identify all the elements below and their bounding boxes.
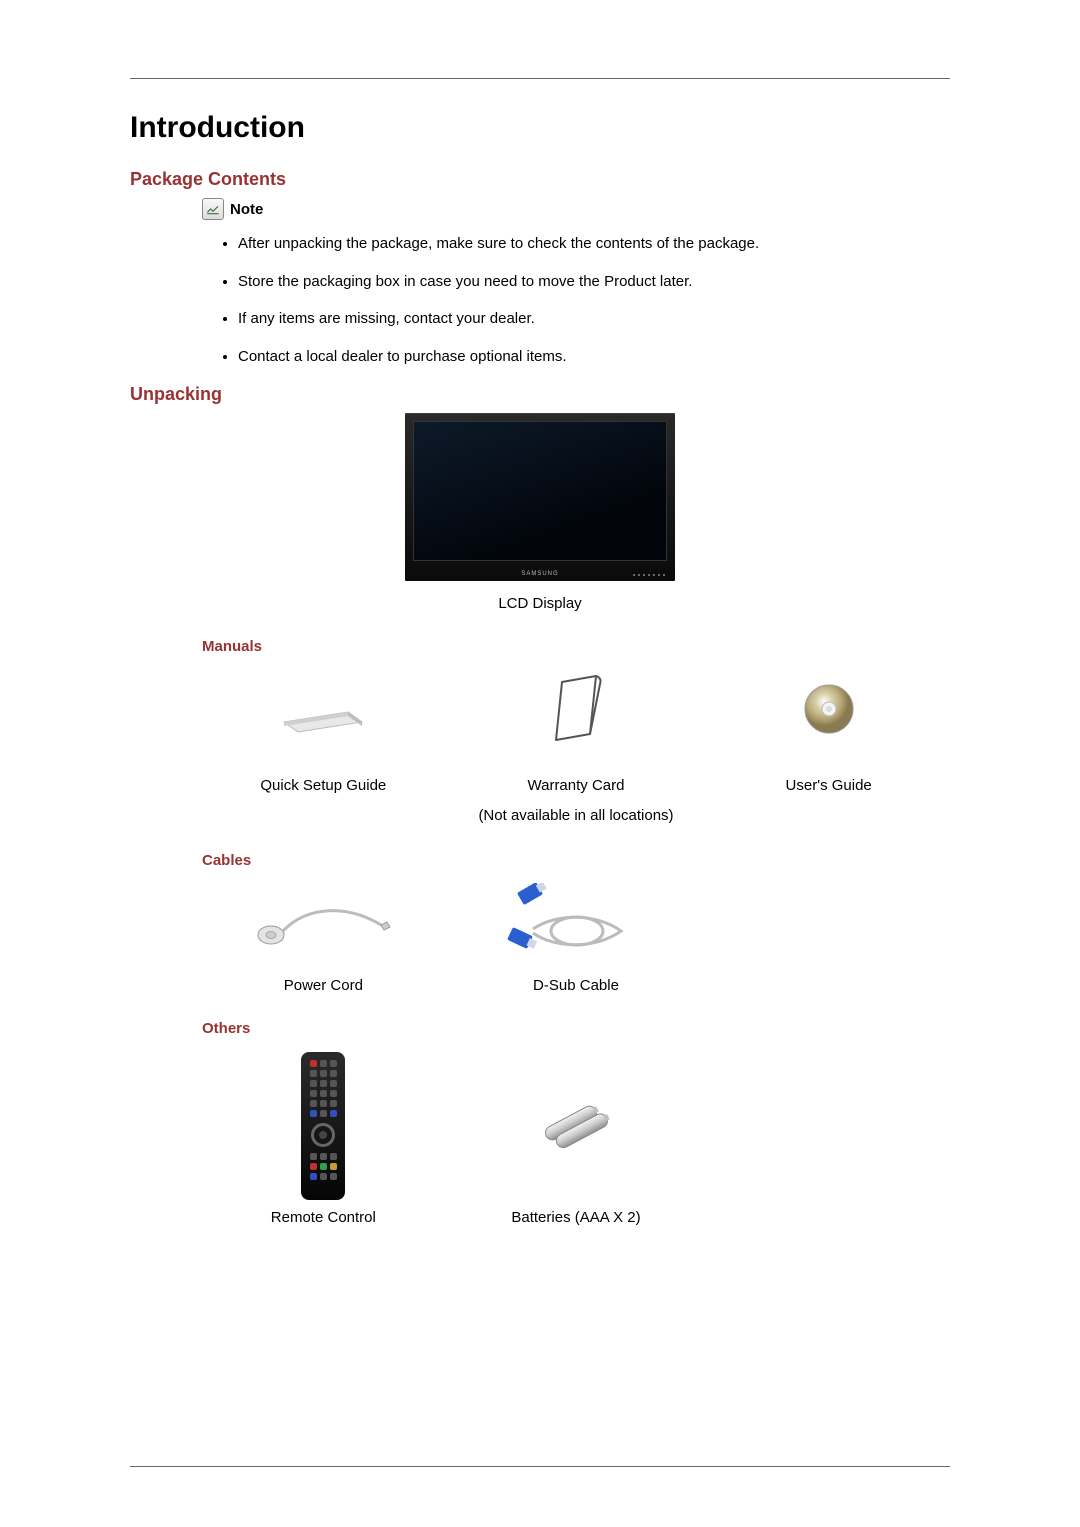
note-icon xyxy=(202,198,224,220)
manual-sublabel: (Not available in all locations) xyxy=(455,806,698,826)
manual-item-quick-setup: Quick Setup Guide xyxy=(202,665,445,794)
section-package-contents: Package Contents xyxy=(130,169,950,190)
subheading-others: Others xyxy=(202,1020,950,1037)
subheading-manuals: Manuals xyxy=(202,638,950,655)
manual-label: Warranty Card xyxy=(455,777,698,794)
others-block: Others Rem xyxy=(202,1020,950,1226)
lcd-screen xyxy=(413,421,667,561)
cable-label: D-Sub Cable xyxy=(455,977,698,994)
power-cord-icon xyxy=(202,883,445,963)
cable-label: Power Cord xyxy=(202,977,445,994)
cables-block: Cables Power Cord xyxy=(202,852,950,994)
cable-item-dsub: D-Sub Cable xyxy=(455,879,698,994)
other-label: Batteries (AAA X 2) xyxy=(455,1209,698,1226)
note-label: Note xyxy=(230,201,263,218)
page-container: Introduction Package Contents Note After… xyxy=(0,0,1080,1527)
manual-label: Quick Setup Guide xyxy=(202,777,445,794)
other-item-batteries: Batteries (AAA X 2) xyxy=(455,1047,698,1226)
other-item-remote: Remote Control xyxy=(202,1047,445,1226)
batteries-icon xyxy=(455,1051,698,1201)
cable-item-power: Power Cord xyxy=(202,879,445,994)
manual-item-warranty: Warranty Card (Not available in all loca… xyxy=(455,665,698,826)
note-item: Contact a local dealer to purchase optio… xyxy=(238,347,950,367)
manuals-grid: Quick Setup Guide Warranty Card (Not ava… xyxy=(202,665,950,826)
lcd-caption: LCD Display xyxy=(130,595,950,612)
note-item: If any items are missing, contact your d… xyxy=(238,309,950,329)
note-list: After unpacking the package, make sure t… xyxy=(238,234,950,366)
note-item: After unpacking the package, make sure t… xyxy=(238,234,950,254)
section-unpacking: Unpacking xyxy=(130,384,950,405)
cables-grid: Power Cord xyxy=(202,879,950,994)
others-grid: Remote Control xyxy=(202,1047,950,1226)
dsub-cable-icon xyxy=(455,883,698,963)
top-rule xyxy=(130,78,950,79)
manuals-block: Manuals Quick Setup Guide xyxy=(202,638,950,826)
lcd-controls-dots xyxy=(633,574,665,576)
quick-setup-guide-icon xyxy=(202,669,445,749)
subheading-cables: Cables xyxy=(202,852,950,869)
note-row: Note xyxy=(202,198,950,220)
bottom-rule xyxy=(130,1466,950,1467)
lcd-display-block: SAMSUNG LCD Display xyxy=(130,413,950,612)
warranty-card-icon xyxy=(455,669,698,749)
page-title: Introduction xyxy=(130,111,950,145)
note-item: Store the packaging box in case you need… xyxy=(238,272,950,292)
manual-item-users-guide: User's Guide xyxy=(707,665,950,794)
lcd-display-illustration: SAMSUNG xyxy=(405,413,675,581)
manual-label: User's Guide xyxy=(707,777,950,794)
remote-control-icon xyxy=(202,1051,445,1201)
other-label: Remote Control xyxy=(202,1209,445,1226)
disc-icon xyxy=(707,669,950,749)
